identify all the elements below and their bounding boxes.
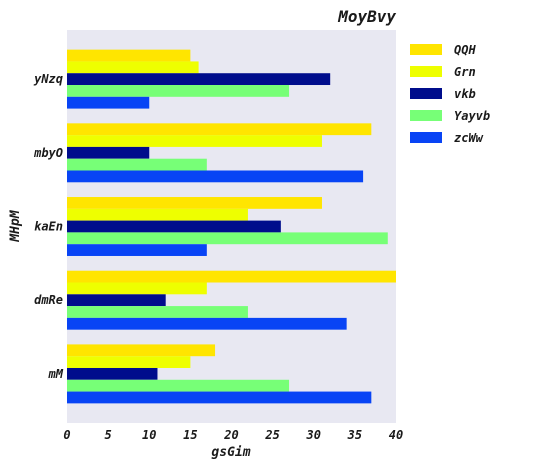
legend-label-QQH: QQH xyxy=(454,43,476,57)
bar-QQH-mM xyxy=(67,344,216,357)
legend-swatch-Yayvb xyxy=(410,110,442,121)
bar-vkb-dmRe xyxy=(67,294,166,307)
bar-QQH-dmRe xyxy=(67,270,396,283)
bar-vkb-kaEn xyxy=(67,220,281,233)
legend-swatch-zcWw xyxy=(410,132,442,143)
legend-swatch-Grn xyxy=(410,66,442,77)
bar-vkb-yNzq xyxy=(67,73,331,86)
bar-QQH-yNzq xyxy=(67,49,191,62)
legend: QQH Grn vkb Yayvb zcWw xyxy=(410,43,490,145)
x-tick-label: 25 xyxy=(264,428,279,442)
legend-label-vkb: vkb xyxy=(454,87,476,101)
x-tick-label: 15 xyxy=(183,428,197,442)
bar-Grn-dmRe xyxy=(67,282,207,295)
x-tick-label: 0 xyxy=(63,428,70,442)
bar-Grn-mM xyxy=(67,356,191,368)
y-tick-label: mM xyxy=(48,367,64,381)
bar-Yayvb-mM xyxy=(67,379,290,392)
bar-Yayvb-yNzq xyxy=(67,85,290,97)
y-tick-label: yNzq xyxy=(33,72,63,86)
legend-label-Grn: Grn xyxy=(454,65,476,79)
bar-zcWw-dmRe xyxy=(67,317,347,330)
chart-title: MoyBvy xyxy=(337,7,396,26)
bar-Yayvb-mbyO xyxy=(67,158,207,171)
legend-label-Yayvb: Yayvb xyxy=(454,109,490,123)
x-tick-label: 5 xyxy=(105,428,112,442)
bar-zcWw-mbyO xyxy=(67,170,364,183)
bar-Yayvb-dmRe xyxy=(67,306,248,318)
x-tick-label: 20 xyxy=(223,428,238,442)
legend-swatch-vkb xyxy=(410,88,442,99)
x-tick-label: 30 xyxy=(306,428,321,442)
bar-Yayvb-kaEn xyxy=(67,232,388,245)
bar-vkb-mbyO xyxy=(67,146,150,159)
bar-zcWw-yNzq xyxy=(67,96,150,109)
x-axis-ticks: 0 5 10 15 20 25 30 35 40 xyxy=(63,428,403,442)
bar-vkb-mM xyxy=(67,367,158,380)
x-tick-label: 40 xyxy=(389,428,403,442)
bar-Grn-yNzq xyxy=(67,61,199,74)
bar-Grn-mbyO xyxy=(67,135,322,147)
x-tick-label: 10 xyxy=(142,428,156,442)
legend-swatch-QQH xyxy=(410,44,442,55)
bars-group xyxy=(67,49,396,404)
y-tick-label: kaEn xyxy=(34,220,63,234)
x-tick-label: 35 xyxy=(347,428,362,442)
bar-QQH-mbyO xyxy=(67,123,372,136)
legend-label-zcWw: zcWw xyxy=(454,131,484,145)
bar-zcWw-mM xyxy=(67,391,372,404)
bar-Grn-kaEn xyxy=(67,208,248,221)
bar-QQH-kaEn xyxy=(67,197,322,209)
y-axis-ticks: mM dmRe kaEn mbyO yNzq xyxy=(33,72,64,381)
bar-zcWw-kaEn xyxy=(67,244,207,256)
y-tick-label: mbyO xyxy=(33,146,63,160)
x-axis-label: gsGim xyxy=(211,445,250,460)
y-axis-label: MHpM xyxy=(8,209,23,242)
y-tick-label: dmRe xyxy=(34,293,63,307)
